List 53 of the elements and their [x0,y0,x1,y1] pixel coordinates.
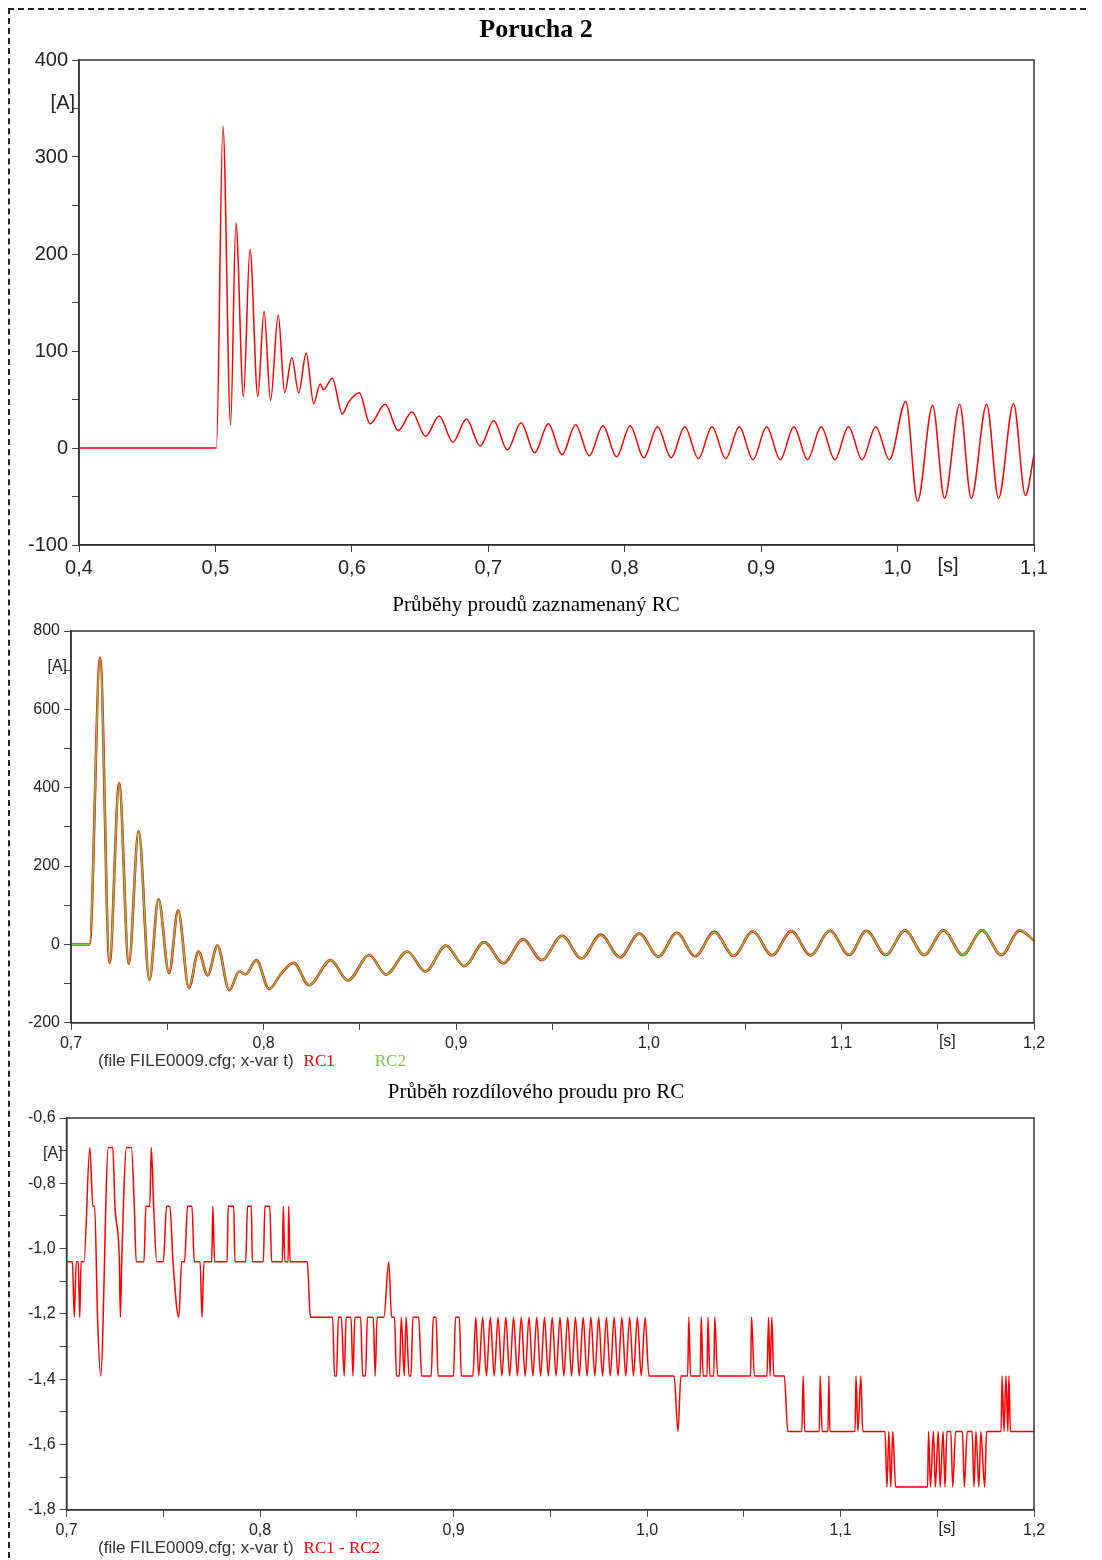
x-tick-label: 0,8 [248,1520,272,1538]
x-tick-label: 0,9 [445,1033,468,1051]
x-tick-label: 1,1 [830,1033,853,1051]
x-tick-label: 1,1 [829,1520,852,1538]
x-tick-label: 0,7 [59,1033,83,1051]
x-tick-label: 1,0 [635,1520,659,1538]
y-tick-label: -1,4 [27,1369,56,1387]
x-tick-label: 0,4 [65,555,93,578]
y-tick-label: -0,8 [27,1173,56,1191]
y-axis-title: [A] [47,656,68,674]
x-axis-title: [s] [938,1032,956,1050]
x-tick-label: 0,7 [55,1520,78,1538]
x-tick-label: 1,2 [1022,1520,1046,1538]
x-tick-label: 0,7 [474,555,503,578]
y-tick-label: 400 [33,778,61,796]
x-axis-title: [s] [937,553,959,576]
y-axis-title: [A] [50,91,76,114]
x-axis-title: [s] [938,1519,956,1537]
text: (file FILE0009.cfg; x-var t) [98,1538,294,1558]
x-tick-label: 1,0 [637,1033,661,1051]
y-tick-label: 300 [34,144,69,167]
text: RC1 - RC2 [303,1538,381,1558]
y-tick-label: 800 [33,621,61,639]
text: RC2 [374,1051,406,1071]
y-tick-label: 200 [33,856,61,874]
y-tick-label: 100 [34,338,69,361]
chart-title: Průběh rozdílového proudu pro RC [386,1079,686,1104]
x-tick-label: 0,8 [252,1033,275,1051]
x-tick-label: 1,2 [1022,1033,1046,1051]
y-tick-label: 400 [34,47,69,70]
y-tick-label: -0,6 [27,1108,56,1126]
x-tick-label: 1,1 [1020,555,1048,578]
y-tick-label: 0 [56,435,69,458]
chart-title: Porucha 2 [478,14,594,44]
text: (file FILE0009.cfg; x-var t) [98,1051,294,1071]
y-tick-label: -1,2 [27,1304,56,1322]
y-tick-label: -1,6 [27,1434,56,1452]
x-tick-label: 0,5 [201,555,230,578]
x-tick-label: 0,9 [442,1520,465,1538]
y-tick-label: 0 [51,934,61,952]
y-tick-label: -1,0 [27,1239,56,1257]
x-tick-label: 1,0 [883,555,912,578]
y-tick-label: 600 [33,699,61,717]
chart-title: Průběhy proudů zaznamenaný RC [391,592,681,617]
y-axis-title: [A] [43,1143,63,1161]
x-tick-label: 0,6 [337,555,366,578]
y-tick-label: -1,8 [27,1500,56,1518]
y-tick-label: -200 [27,1013,61,1031]
x-tick-label: 0,9 [747,555,776,578]
y-tick-label: 200 [34,241,69,264]
y-tick-label: -100 [28,532,69,555]
text: RC1 [303,1051,335,1071]
x-tick-label: 0,8 [610,555,639,578]
